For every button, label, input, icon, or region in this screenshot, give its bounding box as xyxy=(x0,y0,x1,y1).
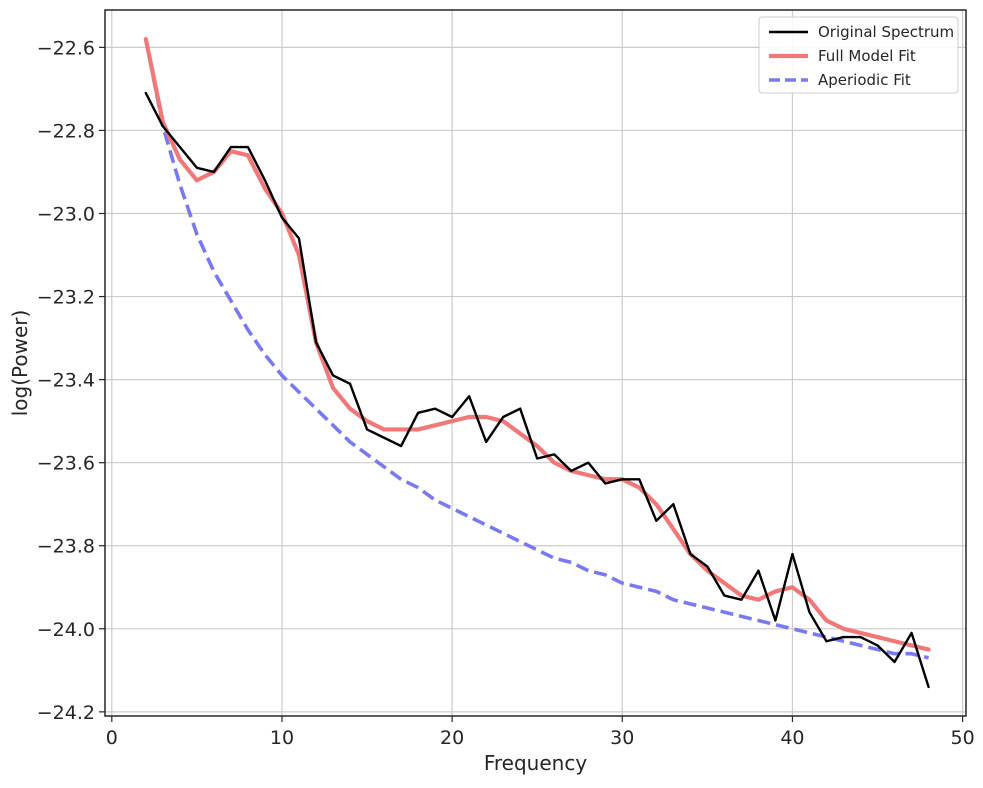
legend: Original Spectrum Full Model Fit Aperiod… xyxy=(758,16,959,94)
x-tick-label: 20 xyxy=(440,727,464,749)
x-tick-label: 50 xyxy=(951,727,975,749)
series-lines xyxy=(143,36,931,689)
legend-label-full-model-fit: Full Model Fit xyxy=(818,47,916,65)
y-tick-label: −23.0 xyxy=(37,203,95,225)
plot-area-frame xyxy=(104,9,967,717)
x-tick-label: 10 xyxy=(270,727,294,749)
y-axis-label: log(Power) xyxy=(8,310,32,417)
grid-lines xyxy=(105,10,966,716)
x-tick-label: 30 xyxy=(610,727,634,749)
y-tick-label: −23.6 xyxy=(37,453,95,475)
legend-label-aperiodic-fit: Aperiodic Fit xyxy=(818,71,911,89)
legend-label-original-spectrum: Original Spectrum xyxy=(818,23,954,41)
y-tick-label: −23.4 xyxy=(37,370,95,392)
y-tick-label: −22.8 xyxy=(37,120,95,142)
series-line-original-spectrum xyxy=(144,91,930,689)
axis-ticks: 0 10 20 30 40 50 −24.2 −24.0 −23.8 −23.6 −23.4 −23.… xyxy=(37,37,975,749)
x-tick-label: 0 xyxy=(106,727,118,749)
legend-box xyxy=(758,16,959,94)
y-tick-label: −24.0 xyxy=(37,619,95,641)
x-tick-label: 40 xyxy=(780,727,804,749)
y-tick-label: −23.8 xyxy=(37,536,95,558)
y-tick-label: −22.6 xyxy=(37,37,95,59)
y-tick-label: −24.2 xyxy=(37,702,95,724)
series-line-aperiodic-fit xyxy=(144,38,929,660)
y-tick-label: −23.2 xyxy=(37,287,95,309)
x-axis-label: Frequency xyxy=(484,751,587,775)
